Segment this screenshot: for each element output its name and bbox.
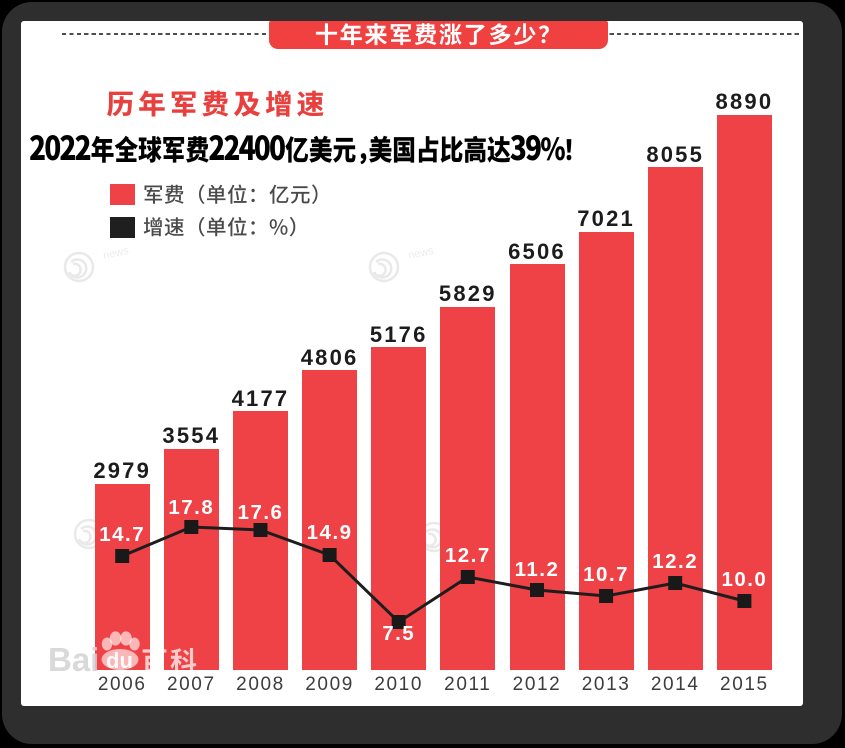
svg-text:news: news xyxy=(102,245,130,262)
svg-text:Bai: Bai xyxy=(48,641,99,678)
svg-text:du: du xyxy=(106,648,133,673)
svg-text:news: news xyxy=(407,245,435,262)
